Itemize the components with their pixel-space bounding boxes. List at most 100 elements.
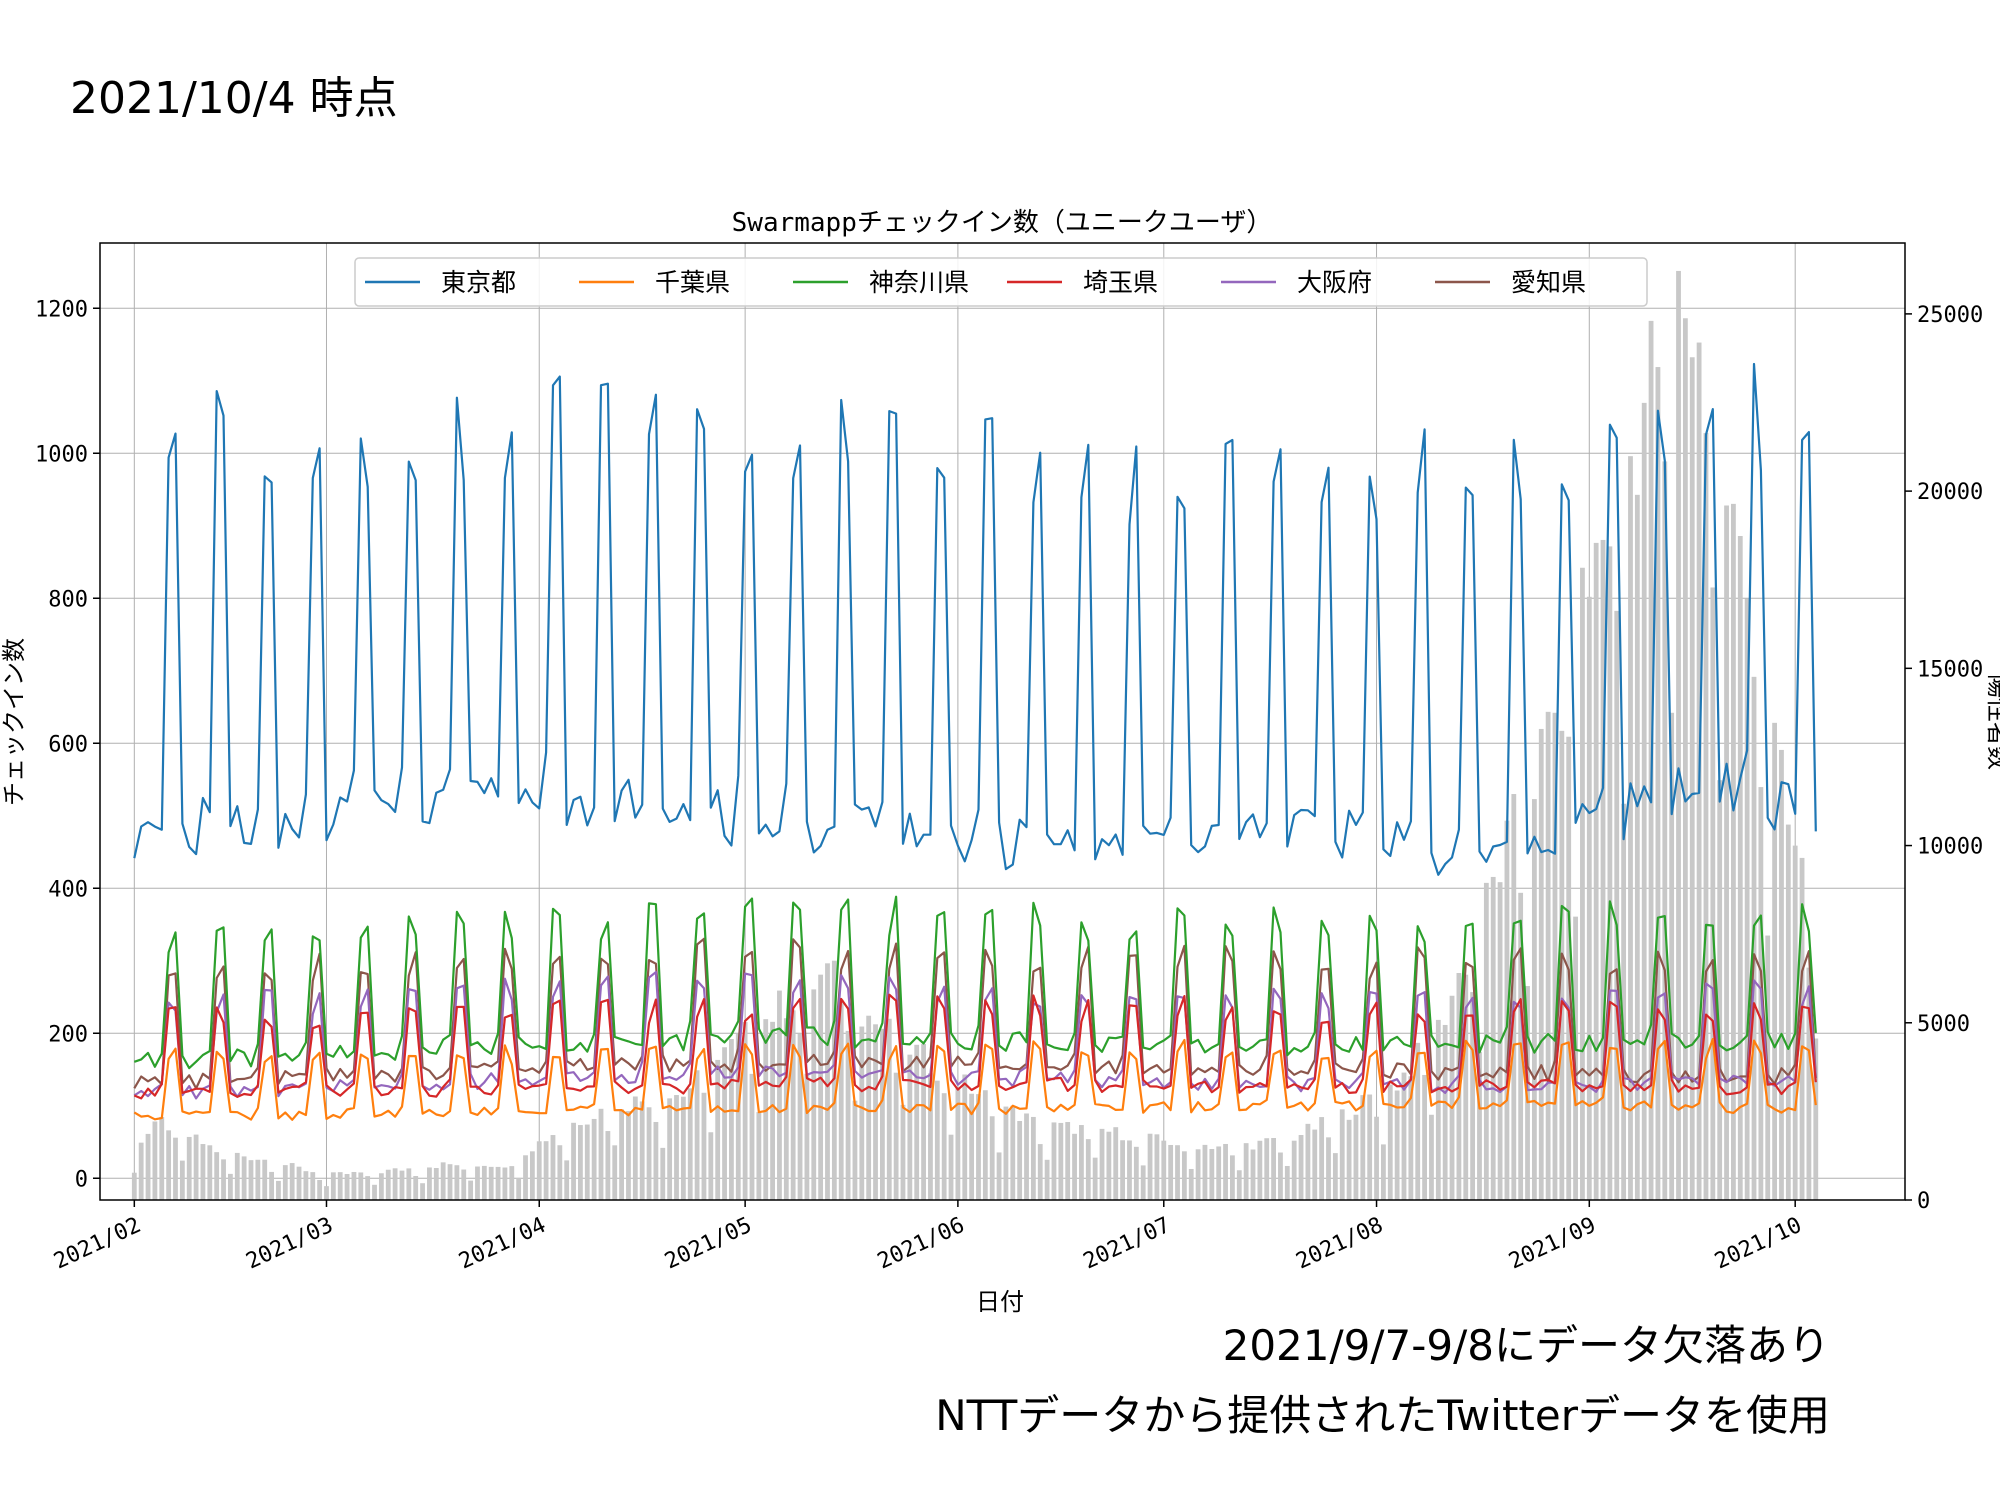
case-bar [166,1130,172,1200]
case-bar [1037,1144,1043,1200]
case-bar [1216,1146,1222,1200]
case-bar [1614,610,1620,1200]
case-bar [1470,992,1476,1200]
case-bar [1271,1138,1276,1200]
case-bar [1449,995,1455,1200]
series-line-3 [133,993,1817,1100]
case-bar [248,1160,254,1200]
case-bar [1360,1095,1366,1200]
case-bar [186,1136,192,1200]
case-bar [337,1172,343,1200]
x-tick-label: 2021/02 [50,1213,145,1275]
case-bar [138,1142,144,1200]
case-bar [1490,876,1496,1200]
case-bar [1113,1127,1119,1200]
case-bar [749,1073,755,1200]
y-axis-label: チェックイン数 [0,638,28,806]
case-bar [639,1101,645,1200]
case-bar [1188,1168,1194,1200]
case-bar [866,1015,872,1200]
case-bar [1408,1076,1414,1200]
case-bar [921,1044,926,1200]
case-bar [1312,1129,1318,1200]
case-bar [996,1152,1002,1200]
checkin-lines [133,362,1817,1121]
case-bar [612,1145,618,1200]
case-bar [729,1039,734,1200]
positive-cases-bars [131,270,1819,1201]
case-bar [1209,1149,1215,1200]
case-bar [1181,1151,1187,1200]
case-bar [262,1159,268,1200]
case-bar [1531,799,1537,1200]
case-bar [1463,974,1469,1200]
case-bar [234,1152,240,1200]
case-bar [756,1112,762,1200]
case-bar [351,1171,357,1200]
case-bar [310,1172,316,1200]
case-bar [845,1030,851,1200]
case-bar [989,1116,995,1200]
x-tick-label: 2021/10 [1711,1213,1806,1275]
case-bar [358,1172,364,1200]
case-bar [550,1135,556,1200]
case-bar [1628,456,1633,1200]
case-bar [193,1134,199,1200]
case-bar [1332,1153,1338,1200]
case-bar [941,1093,947,1200]
x-axis-label: 日付 [976,1288,1024,1316]
case-bar [1785,824,1791,1200]
case-bar [1415,1042,1421,1200]
y-tick-label: 1200 [35,297,88,322]
case-bar [838,999,844,1200]
case-bar [934,1080,940,1200]
case-bar [159,1117,165,1200]
case-bar [1278,1152,1283,1200]
y-tick-label: 400 [48,877,88,902]
case-bar [1024,1113,1029,1200]
case-bar [1669,712,1675,1200]
y2-tick-label: 15000 [1917,657,1983,682]
case-bar [694,1070,700,1200]
case-bar [282,1165,288,1200]
case-bar [1593,542,1599,1200]
case-bar [1641,402,1647,1200]
case-bar [516,1177,522,1200]
case-bar [1676,270,1681,1201]
case-bar [777,990,782,1200]
case-bar [427,1167,432,1200]
case-bar [145,1133,151,1200]
case-bar [296,1166,302,1200]
case-bar [914,1044,920,1200]
case-bar [1422,1074,1427,1200]
case-bar [241,1156,247,1200]
legend-label: 愛知県 [1511,268,1586,297]
case-bar [825,963,830,1200]
case-bar [818,974,824,1200]
case-bar [1607,546,1613,1200]
case-bar [1435,1019,1441,1200]
case-bar [1319,1117,1325,1200]
case-bar [571,1122,576,1200]
case-bar [1092,1157,1098,1200]
case-bar [1058,1122,1064,1200]
case-bar [1429,1114,1434,1200]
case-bar [523,1155,528,1200]
case-bar [804,1073,810,1200]
case-bar [1580,567,1585,1200]
case-bar [1250,1149,1256,1200]
case-bar [1662,461,1668,1200]
case-bar [1051,1122,1057,1200]
case-bar [1387,1084,1393,1200]
case-bar [722,1047,727,1200]
y2-tick-label: 5000 [1917,1012,1970,1037]
legend-label: 東京都 [441,268,516,297]
x-tick-label: 2021/09 [1505,1213,1600,1275]
case-bar [969,1093,975,1200]
case-bar [790,1010,796,1200]
case-bar [578,1125,583,1200]
case-bar [1291,1140,1297,1200]
case-bar [715,1059,721,1200]
case-bar [269,1171,274,1200]
case-bar [1710,587,1716,1200]
